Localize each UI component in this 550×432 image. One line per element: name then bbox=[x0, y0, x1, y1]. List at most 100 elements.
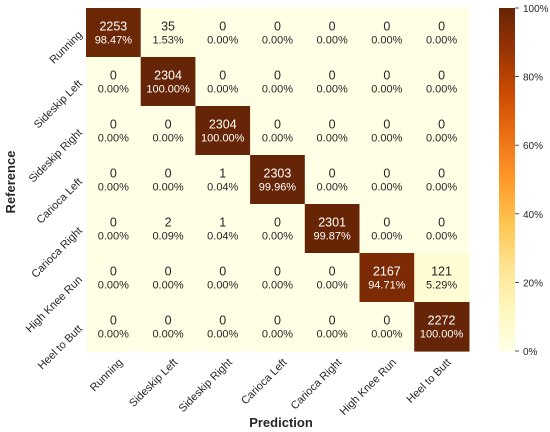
heatmap-cell bbox=[359, 204, 415, 254]
x-tick-label: Running bbox=[88, 357, 125, 394]
cell-count-label: 0 bbox=[329, 69, 336, 83]
heatmap-cell bbox=[414, 253, 470, 303]
cell-count-label: 0 bbox=[329, 20, 336, 34]
heatmap-cell bbox=[250, 57, 306, 107]
heatmap-cell bbox=[195, 8, 251, 58]
heatmap-cell bbox=[304, 302, 361, 352]
heatmap-cell bbox=[250, 8, 306, 58]
cell-count-label: 0 bbox=[219, 20, 226, 34]
heatmap-cell bbox=[414, 155, 470, 205]
y-tick-label: Sideskip Left bbox=[32, 78, 85, 131]
cell-percent-label: 0.00% bbox=[317, 329, 348, 341]
cell-count-label: 0 bbox=[274, 216, 281, 230]
heatmap-cell bbox=[304, 253, 361, 303]
heatmap-cell bbox=[414, 204, 470, 254]
cell-percent-label: 0.00% bbox=[207, 280, 238, 292]
heatmap-cell bbox=[304, 204, 361, 254]
cell-count-label: 0 bbox=[274, 69, 281, 83]
heatmap-cell bbox=[86, 204, 142, 254]
cell-count-label: 0 bbox=[219, 314, 226, 328]
cell-count-label: 0 bbox=[165, 265, 172, 279]
cell-count-label: 0 bbox=[383, 118, 390, 132]
cell-percent-label: 0.00% bbox=[426, 182, 457, 194]
colorbar-tick-label: 80% bbox=[523, 73, 543, 84]
cell-percent-label: 0.00% bbox=[317, 280, 348, 292]
cell-percent-label: 0.00% bbox=[98, 280, 129, 292]
x-tick-label: Sideskip Left bbox=[127, 357, 180, 410]
heatmap-cell bbox=[359, 106, 415, 156]
heatmap-cell bbox=[86, 253, 142, 303]
cell-percent-label: 0.00% bbox=[98, 133, 129, 145]
cell-count-label: 2167 bbox=[373, 265, 401, 279]
cell-percent-label: 0.00% bbox=[371, 133, 402, 145]
heatmap-cell bbox=[140, 155, 196, 205]
cell-count-label: 0 bbox=[383, 314, 390, 328]
cell-count-label: 0 bbox=[438, 167, 445, 181]
x-tick-label: Carioca Right bbox=[289, 357, 345, 413]
cell-count-label: 1 bbox=[219, 216, 226, 230]
cell-percent-label: 100.00% bbox=[420, 329, 464, 341]
heatmap-cell bbox=[195, 106, 251, 156]
colorbar-tick-label: 0% bbox=[523, 347, 538, 358]
cell-count-label: 0 bbox=[438, 216, 445, 230]
cell-percent-label: 0.00% bbox=[152, 280, 183, 292]
cell-count-label: 0 bbox=[329, 314, 336, 328]
cell-percent-label: 0.00% bbox=[207, 329, 238, 341]
heatmap-cell bbox=[86, 155, 142, 205]
cell-count-label: 2 bbox=[165, 216, 172, 230]
heatmap-cell bbox=[250, 302, 306, 352]
cell-count-label: 0 bbox=[110, 69, 117, 83]
cell-percent-label: 100.00% bbox=[201, 133, 245, 145]
cell-percent-label: 0.00% bbox=[371, 329, 402, 341]
cell-percent-label: 0.00% bbox=[207, 35, 238, 47]
cell-percent-label: 0.00% bbox=[317, 182, 348, 194]
cell-count-label: 2303 bbox=[264, 167, 292, 181]
cell-percent-label: 0.00% bbox=[262, 329, 293, 341]
cell-count-label: 0 bbox=[274, 20, 281, 34]
cell-count-label: 0 bbox=[274, 265, 281, 279]
cell-percent-label: 0.00% bbox=[426, 84, 457, 96]
cell-percent-label: 0.00% bbox=[317, 133, 348, 145]
heatmap-cell bbox=[250, 253, 306, 303]
cell-count-label: 2253 bbox=[99, 20, 127, 34]
cell-percent-label: 0.00% bbox=[152, 133, 183, 145]
heatmap-cell bbox=[86, 106, 142, 156]
cell-percent-label: 0.09% bbox=[152, 231, 183, 243]
heatmap-cell bbox=[195, 155, 251, 205]
cell-count-label: 2304 bbox=[154, 69, 182, 83]
heatmap-cell bbox=[86, 302, 142, 352]
cell-percent-label: 1.53% bbox=[152, 35, 183, 47]
heatmap-cell bbox=[250, 155, 306, 205]
cell-percent-label: 0.00% bbox=[371, 84, 402, 96]
cell-count-label: 2272 bbox=[428, 314, 456, 328]
x-tick-label: Carioca Left bbox=[239, 357, 289, 407]
cell-percent-label: 0.00% bbox=[317, 35, 348, 47]
heatmap-cell bbox=[250, 106, 306, 156]
heatmap-cell bbox=[140, 204, 196, 254]
cell-percent-label: 0.00% bbox=[426, 133, 457, 145]
colorbar-tick-label: 100% bbox=[523, 4, 549, 15]
heatmap-cell bbox=[414, 302, 470, 352]
cell-count-label: 0 bbox=[438, 69, 445, 83]
cell-percent-label: 0.00% bbox=[262, 84, 293, 96]
cell-percent-label: 94.71% bbox=[368, 280, 406, 292]
heatmap-cell bbox=[86, 8, 142, 58]
heatmap-cell bbox=[86, 57, 142, 107]
cell-count-label: 0 bbox=[329, 265, 336, 279]
cell-count-label: 2301 bbox=[318, 216, 346, 230]
cell-percent-label: 0.00% bbox=[426, 35, 457, 47]
cell-count-label: 2304 bbox=[209, 118, 237, 132]
cell-count-label: 0 bbox=[110, 118, 117, 132]
y-tick-label: Carioca Right bbox=[29, 225, 85, 281]
cell-percent-label: 0.00% bbox=[98, 182, 129, 194]
cell-percent-label: 0.00% bbox=[262, 280, 293, 292]
heatmap-cell bbox=[195, 204, 251, 254]
heatmap-cell bbox=[140, 253, 196, 303]
heatmap-cell bbox=[359, 155, 415, 205]
cell-count-label: 0 bbox=[329, 167, 336, 181]
y-tick-label: Heel to Butt bbox=[36, 323, 85, 372]
cell-count-label: 0 bbox=[383, 167, 390, 181]
cell-count-label: 0 bbox=[110, 216, 117, 230]
